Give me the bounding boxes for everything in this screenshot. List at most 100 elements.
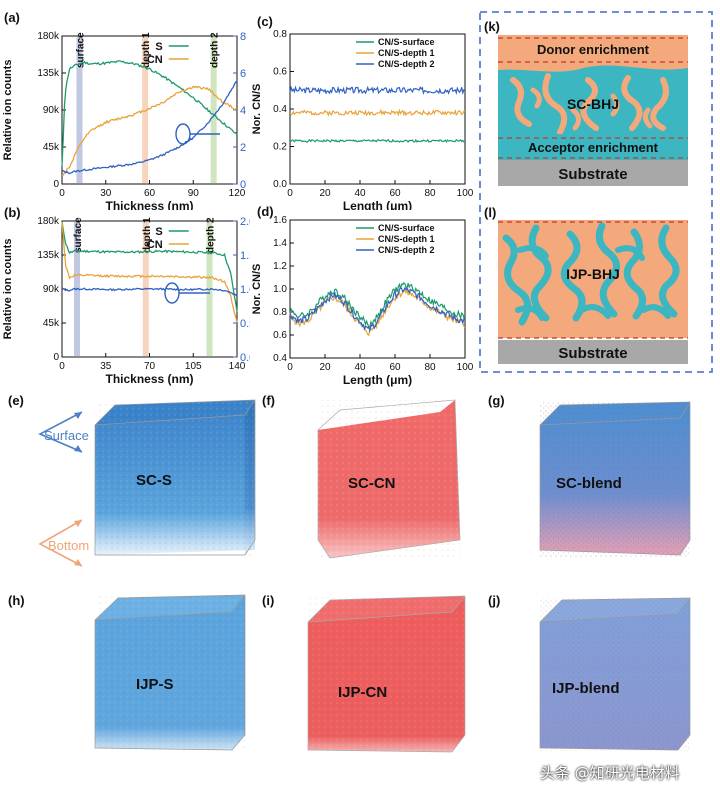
x-axis-label: Length (μm) (343, 373, 412, 387)
legend-label: S (155, 41, 162, 53)
y2-tick-label: 0 (240, 179, 246, 191)
y-axis-label: Nor. CN/S (251, 264, 263, 315)
chart-c: 0 20 40 60 80 100 0.0 0.2 0.4 0.6 0.8 Length (μm) No… (251, 29, 474, 210)
series-line (61, 221, 238, 312)
cube-h-edges (94, 594, 246, 751)
series-line (61, 221, 238, 323)
acceptor-enrichment-label: Acceptor enrichment (527, 140, 659, 155)
x-axis-label: Length (μm) (343, 199, 412, 210)
panel-label-k: (k) (484, 19, 500, 34)
y2-tick-label: 2.0 (240, 216, 250, 228)
x-tick-label: 20 (319, 362, 331, 373)
y2-tick-label: 0.5 (240, 318, 250, 330)
depth-marker (210, 37, 217, 183)
panel-label-j: (j) (488, 593, 501, 608)
x-tick-label: 80 (424, 188, 436, 199)
surface-arrow-path (38, 411, 83, 453)
x-tick-label: 0 (59, 361, 65, 372)
cube-g (539, 401, 691, 557)
donor-enrichment-label: Donor enrichment (537, 42, 649, 57)
y-tick-label: 0 (53, 352, 59, 363)
substrate-l (498, 340, 688, 364)
panel-label-h: (h) (8, 593, 25, 608)
y-tick-label: 0.6 (273, 67, 287, 78)
cube-i (307, 595, 466, 753)
series-indicator-ellipse (164, 282, 180, 304)
schematic-k (498, 35, 688, 186)
depth-marker (142, 37, 149, 183)
series-line (289, 281, 466, 328)
y-tick-label: 1.2 (273, 261, 287, 272)
series-line (289, 138, 466, 144)
sc-bhj-label: SC-BHJ (566, 96, 620, 112)
panel-label-d: (d) (257, 204, 274, 219)
legend-label: CN/S-depth 1 (378, 234, 435, 244)
bottom-arrow-head-1 (74, 520, 82, 527)
panel-label-c: (c) (257, 14, 273, 29)
cube-e-noise (95, 402, 255, 557)
chart-d: 0 20 40 60 80 100 0.4 0.6 0.8 1.0 1.2 1.4 1.6 Length … (251, 215, 474, 387)
x-tick-label: 35 (100, 361, 112, 372)
cube-e (94, 399, 256, 557)
bhj-swirl2-l (515, 245, 671, 321)
x-tick-label: 40 (354, 188, 366, 199)
y2-tick-label: 0.0 (240, 352, 250, 364)
x-tick-label: 60 (389, 188, 401, 199)
surface-arrows (38, 411, 83, 453)
y2-tick-label: 8 (240, 31, 246, 43)
cube-h (94, 594, 246, 751)
legend-label: CN/S-surface (378, 37, 435, 47)
schematic-l (498, 220, 688, 364)
bottom-arrow-head-2 (74, 559, 82, 566)
x-tick-label: 80 (424, 362, 436, 373)
x-axis-label: Thickness (nm) (105, 199, 193, 210)
series-line (289, 286, 466, 333)
watermark: 头条 @知研光电材料 (540, 764, 680, 782)
x-axis-label: Thickness (nm) (105, 372, 193, 386)
panel-label-a: (a) (4, 10, 20, 25)
depth-marker-label: depth 2 (206, 217, 217, 253)
y-tick-label: 90k (43, 105, 60, 116)
y-tick-label: 0 (53, 179, 59, 190)
bottom-arrows (38, 519, 83, 567)
series-line (289, 108, 466, 117)
y2-tick-label: 1.5 (240, 250, 250, 262)
cube-f-noise (318, 400, 460, 558)
series-line (61, 80, 238, 175)
x-tick-label: 90 (188, 188, 200, 199)
bottom-label: Bottom (48, 538, 90, 553)
panel-label-g: (g) (488, 393, 505, 408)
x-tick-label: 0 (287, 188, 293, 199)
x-tick-label: 105 (185, 361, 202, 372)
x-tick-label: 30 (100, 188, 112, 199)
cube-grid (38, 399, 691, 753)
y-tick-label: 1.6 (273, 215, 287, 226)
y-tick-label: 0.6 (273, 330, 287, 341)
y-tick-label: 0.8 (273, 29, 287, 40)
cube-i-edges (307, 595, 466, 753)
series-line (61, 85, 238, 176)
cube-j-edges (539, 597, 691, 751)
x-tick-label: 100 (457, 188, 474, 199)
y2-tick-label: 6 (240, 68, 246, 80)
cube-f-edges (317, 399, 461, 559)
y-axis-label: Relative ion counts (2, 239, 14, 340)
cube-j-noise (540, 598, 690, 751)
y-tick-label: 0.4 (273, 353, 287, 364)
surface-arrow-head-2 (74, 445, 82, 452)
y2-axis-label: Nor. CN/S (248, 82, 250, 137)
x-tick-label: 140 (229, 361, 246, 372)
depth-marker-label: depth 1 (142, 217, 153, 253)
surface-arrow-head-1 (74, 412, 82, 419)
cube-i-noise (308, 596, 465, 752)
depth-marker-label: depth 1 (141, 32, 152, 68)
cube-g-noise (540, 402, 690, 557)
y-tick-label: 0.2 (273, 142, 287, 153)
series-line (289, 85, 466, 96)
ijp-bhj-label: IJP-BHJ (566, 266, 620, 282)
legend-label: CN/S-depth 2 (378, 245, 435, 255)
y-axis-label: Nor. CN/S (251, 84, 263, 135)
x-tick-label: 0 (59, 188, 65, 199)
legend-label: CN/S-depth 1 (378, 48, 435, 58)
legend-label: CN (147, 239, 163, 251)
